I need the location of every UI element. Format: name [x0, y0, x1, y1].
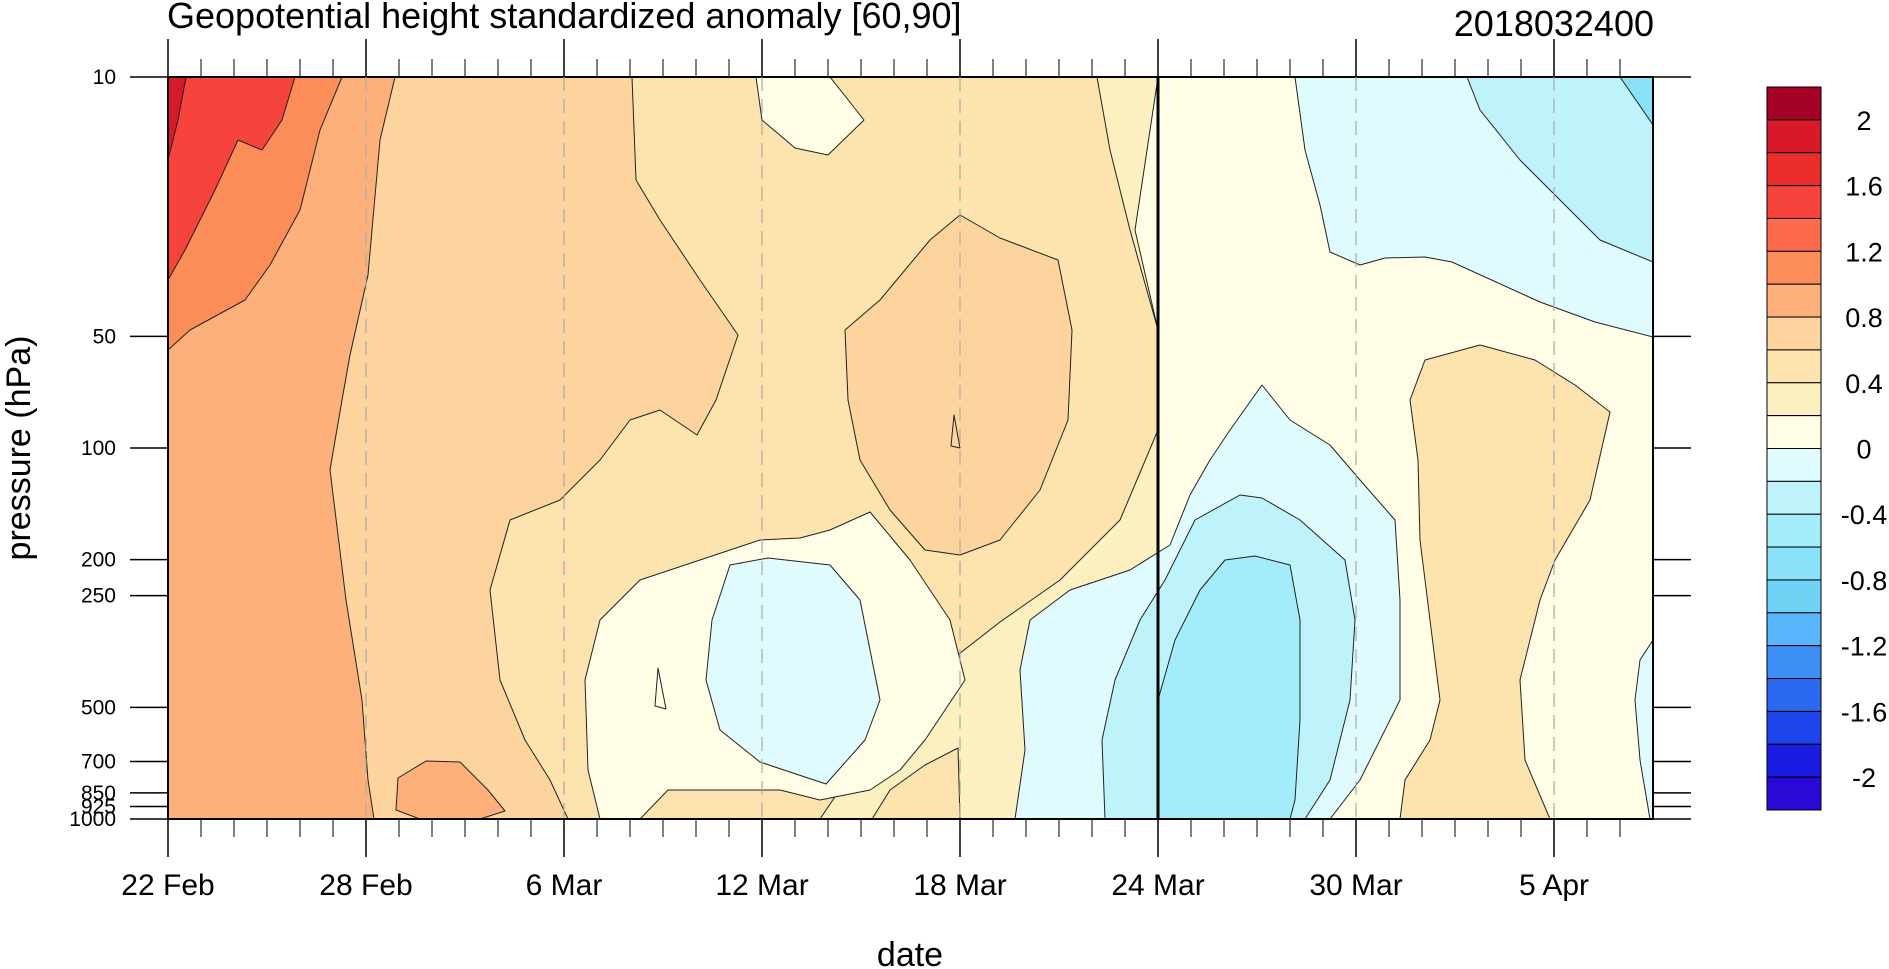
colorbar-label: 0.4	[1845, 369, 1883, 399]
anomaly-region	[395, 760, 506, 819]
colorbar-label: 1.6	[1845, 172, 1883, 202]
colorbar-segment	[1766, 152, 1822, 187]
colorbar-segment	[1766, 415, 1822, 449]
colorbar-segment	[1766, 185, 1822, 219]
y-tick-label: 100	[81, 437, 116, 460]
colorbar-label: -0.4	[1841, 500, 1888, 530]
colorbar-segment	[1766, 349, 1822, 384]
colorbar-segment	[1766, 776, 1822, 811]
colorbar-segment	[1766, 612, 1822, 647]
colorbar-segment	[1766, 316, 1822, 351]
anomaly-region	[1399, 344, 1611, 819]
colorbar-segment	[1766, 217, 1822, 252]
colorbar-segment	[1766, 678, 1822, 712]
colorbar-segment	[1766, 513, 1822, 548]
y-tick-label: 250	[81, 585, 116, 608]
x-tick-label: 18 Mar	[913, 869, 1006, 902]
anomaly-region	[950, 414, 961, 449]
chart-title: Geopotential height standardized anomaly…	[167, 0, 962, 36]
colorbar-segment	[1766, 119, 1822, 154]
colorbar-segment	[1766, 710, 1822, 745]
colorbar-labels: 2 1.6 1.2 0.8 0.4 0 -0.4 -0.8 -1.2 -1.6 -2	[1841, 106, 1888, 793]
colorbar-segment	[1766, 579, 1822, 614]
y-tick-label: 700	[81, 751, 116, 774]
x-tick-labels: 22 Feb 28 Feb 6 Mar 12 Mar 18 Mar 24 Mar 30 Ma…	[121, 869, 1589, 902]
x-gridlines	[365, 77, 1555, 819]
anomaly-region	[844, 214, 1073, 556]
colorbar-segment	[1766, 250, 1822, 285]
anomaly-region	[168, 77, 296, 281]
x-axis-label: date	[877, 936, 943, 969]
x-tick-label: 28 Feb	[319, 869, 412, 902]
x-tick-label: 24 Mar	[1111, 869, 1204, 902]
y-tick-label: 1000	[69, 808, 116, 831]
axis-ticks	[130, 39, 1691, 857]
y-tick-label: 10	[93, 66, 116, 89]
y-tick-label: 925	[81, 795, 116, 818]
colorbar-label: 0	[1856, 435, 1871, 465]
anomaly-region	[755, 77, 865, 156]
colorbar-segment	[1766, 86, 1822, 121]
anomaly-region	[1619, 77, 1653, 126]
y-tick-label: 50	[93, 325, 116, 348]
anomaly-region	[1634, 639, 1653, 819]
x-tick-label: 5 Apr	[1519, 869, 1589, 902]
x-tick-label: 30 Mar	[1309, 869, 1402, 902]
x-tick-label: 6 Mar	[526, 869, 603, 902]
x-tick-label: 12 Mar	[715, 869, 808, 902]
colorbar-segment	[1766, 283, 1822, 318]
colorbar-label: 0.8	[1845, 303, 1883, 333]
colorbar-label: -0.8	[1841, 566, 1888, 596]
colorbar-label: -1.2	[1841, 632, 1888, 662]
anomaly-region	[654, 667, 667, 710]
anomaly-region	[871, 747, 961, 819]
colorbar-label: 1.2	[1845, 237, 1883, 267]
colorbar-label: -2	[1852, 763, 1876, 793]
colorbar-segment	[1766, 743, 1822, 778]
plot-area	[168, 77, 1653, 819]
anomaly-region	[1157, 555, 1301, 819]
colorbar-label: 2	[1856, 106, 1871, 136]
chart-subtitle: 2018032400	[1454, 3, 1654, 44]
colorbar-segment	[1766, 382, 1822, 417]
y-tick-label: 850	[81, 782, 116, 805]
x-tick-label: 22 Feb	[121, 869, 214, 902]
y-axis-label: pressure (hPa)	[0, 336, 38, 561]
colorbar-segment	[1766, 546, 1822, 581]
anomaly-region	[168, 77, 187, 161]
colorbar-segment	[1766, 645, 1822, 680]
anomaly-region	[705, 557, 881, 785]
colorbar-segment	[1766, 480, 1822, 515]
colorbar-segment	[1766, 448, 1822, 482]
colorbar-label: -1.6	[1841, 697, 1888, 727]
y-tick-label: 500	[81, 696, 116, 719]
y-tick-label: 200	[81, 549, 116, 572]
colorbar	[1766, 86, 1822, 811]
